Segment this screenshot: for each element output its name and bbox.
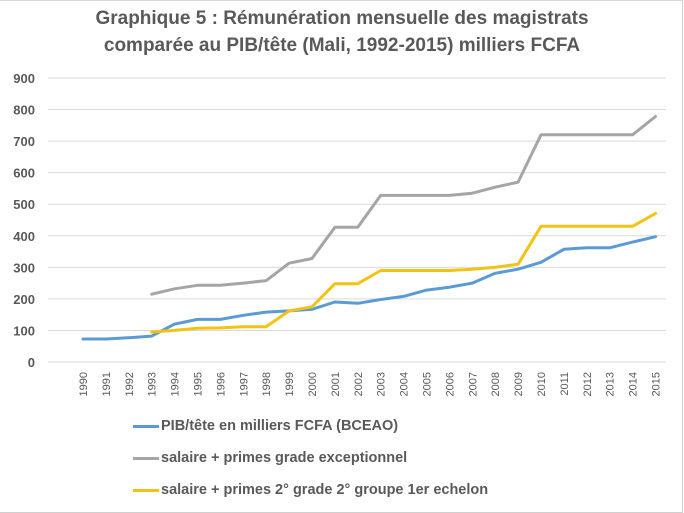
x-tick-label: 2010	[536, 372, 548, 396]
x-tick-label: 1994	[170, 372, 182, 396]
series-line-2	[150, 211, 657, 334]
x-tick-label: 2000	[307, 372, 319, 396]
x-tick-label: 1993	[147, 372, 159, 396]
x-tick-label: 1996	[215, 372, 227, 396]
x-tick-label: 2006	[444, 372, 456, 396]
gridlines	[48, 77, 666, 363]
y-tick-label: 600	[13, 166, 35, 181]
y-tick-label: 900	[13, 71, 35, 86]
legend-swatch	[133, 456, 159, 460]
y-axis-ticks: 0 100 200 300 400 500 600 700 800 900	[13, 71, 35, 370]
chart-title: Graphique 5 : Rémunération mensuelle des…	[95, 8, 589, 29]
x-tick-label: 2015	[651, 372, 663, 396]
y-tick-label: 300	[13, 260, 35, 275]
x-tick-label: 2005	[422, 372, 434, 396]
x-tick-label: 2002	[353, 372, 365, 396]
chart-subtitle: comparée au PIB/tête (Mali, 1992-2015) m…	[103, 35, 581, 56]
legend-item: salaire + primes grade exceptionnel	[133, 442, 488, 474]
x-tick-label: 2014	[628, 372, 640, 396]
x-tick-label: 1999	[284, 372, 296, 396]
y-tick-label: 0	[28, 355, 35, 370]
x-tick-label: 2009	[513, 372, 525, 396]
legend-item: salaire + primes 2° grade 2° groupe 1er …	[133, 474, 488, 506]
x-tick-label: 1991	[101, 372, 113, 396]
series-line-0	[81, 235, 657, 341]
y-tick-label: 200	[13, 292, 35, 307]
x-tick-label: 1995	[193, 372, 205, 396]
x-tick-label: 1992	[124, 372, 136, 396]
y-tick-label: 100	[13, 323, 35, 338]
y-tick-label: 500	[13, 197, 35, 212]
legend-swatch	[133, 488, 159, 492]
y-tick-label: 800	[13, 103, 35, 118]
x-axis-ticks: 1990 1991 1992 1993 1994 1995 1996 1997 1998 1999…	[78, 372, 663, 396]
x-tick-label: 2012	[582, 372, 594, 396]
series-line-1	[150, 115, 657, 296]
x-tick-label: 2008	[490, 372, 502, 396]
legend-label: salaire + primes grade exceptionnel	[161, 450, 408, 466]
legend-label: salaire + primes 2° grade 2° groupe 1er …	[161, 482, 489, 498]
x-tick-label: 2011	[559, 372, 571, 396]
x-tick-label: 1997	[238, 372, 250, 396]
x-tick-label: 2004	[399, 372, 411, 396]
y-tick-label: 400	[13, 229, 35, 244]
x-tick-label: 1998	[261, 372, 273, 396]
series-lines	[81, 115, 657, 341]
x-tick-label: 2001	[330, 372, 342, 396]
x-tick-label: 1990	[78, 372, 90, 396]
legend-label: PIB/tête en milliers FCFA (BCEAO)	[161, 418, 399, 434]
legend-swatch	[133, 424, 159, 428]
legend-item: PIB/tête en milliers FCFA (BCEAO)	[133, 410, 488, 442]
x-tick-label: 2007	[467, 372, 479, 396]
x-tick-label: 2013	[605, 372, 617, 396]
y-tick-label: 700	[13, 134, 35, 149]
chart-legend: PIB/tête en milliers FCFA (BCEAO) salaire…	[133, 410, 488, 506]
x-tick-label: 2003	[376, 372, 388, 396]
